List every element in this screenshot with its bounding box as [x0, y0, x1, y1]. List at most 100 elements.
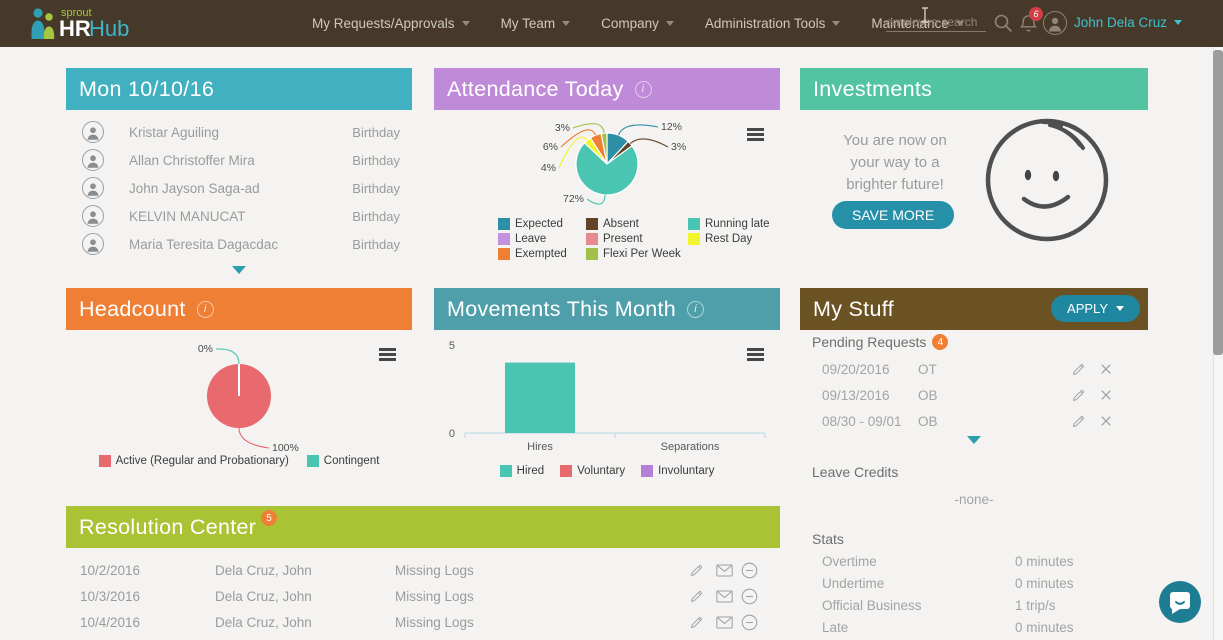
delete-icon[interactable]: [1100, 389, 1112, 401]
movements-bar-chart: 0 5 Hires Separations: [449, 340, 766, 453]
svg-text:4%: 4%: [541, 162, 556, 174]
menu-my-team[interactable]: My Team: [501, 16, 571, 31]
pending-request-row: 08/30 - 09/01 OB: [800, 408, 1148, 434]
user-avatar[interactable]: [1043, 11, 1067, 35]
menu-company[interactable]: Company: [601, 16, 674, 31]
card-title: Headcount: [79, 296, 186, 321]
legend-swatch: [688, 218, 700, 230]
leave-credits-value: -none-: [954, 492, 994, 507]
employee-search-input[interactable]: [886, 13, 986, 32]
legend-swatch: [98, 455, 111, 467]
notification-badge: 6: [1029, 7, 1043, 21]
attendance-pie-chart: 12% 3% 72% 4% 6% 3%: [541, 121, 686, 205]
stat-row: Late 0 minutes: [822, 619, 1074, 635]
investments-message: You are now on your way to a brighter fu…: [843, 132, 947, 193]
edit-icon[interactable]: [1071, 413, 1087, 429]
brand-sprout: sprout: [61, 7, 92, 19]
smiley-face-illustration: [985, 118, 1109, 242]
menu-my-requests[interactable]: My Requests/Approvals: [312, 16, 470, 31]
svg-text:6%: 6%: [543, 141, 558, 153]
chevron-down-icon: [562, 21, 571, 26]
chevron-down-icon: [832, 21, 841, 26]
chat-bubble-icon: [1170, 592, 1190, 614]
avatar-icon: [82, 233, 104, 255]
list-item: Maria Teresita Dagacdac Birthday: [66, 230, 412, 258]
card-movements: Movements This Month i 0 5 Hires Separation…: [434, 288, 780, 477]
my-stuff-card-header: My Stuff APPLY: [800, 288, 1148, 330]
svg-text:72%: 72%: [563, 193, 584, 205]
event-label: Birthday: [352, 124, 400, 140]
scrollbar-track[interactable]: [1213, 47, 1223, 640]
pending-request-row: 09/20/2016 OT: [800, 356, 1148, 382]
mail-icon[interactable]: [716, 590, 733, 603]
chart-menu-icon[interactable]: [747, 348, 764, 363]
legend-item: Rest Day: [688, 233, 770, 245]
legend-item: Involuntary: [641, 465, 714, 477]
resolution-count-badge: 5: [261, 510, 278, 526]
leave-credits-label: Leave Credits: [812, 464, 899, 480]
card-investments: Investments You are now on your way to a…: [800, 68, 1148, 268]
delete-icon[interactable]: [1100, 363, 1112, 375]
resolution-row: 10/2/2016 Dela Cruz, John Missing Logs: [66, 557, 780, 583]
legend-item: Exempted: [498, 248, 586, 260]
legend-item: Absent: [586, 218, 688, 230]
search-icon[interactable]: [993, 13, 1013, 38]
chevron-down-icon: [1116, 306, 1124, 311]
save-more-button[interactable]: SAVE MORE: [832, 201, 955, 229]
resolution-card-header: Resolution Center 5: [66, 506, 780, 548]
chart-menu-icon[interactable]: [379, 348, 396, 363]
scrollbar-thumb[interactable]: [1213, 50, 1223, 355]
dismiss-icon[interactable]: [741, 562, 758, 579]
headcount-pie-chart: 100% 0%: [198, 343, 299, 454]
info-icon[interactable]: i: [634, 80, 652, 98]
info-icon[interactable]: i: [687, 300, 705, 318]
legend-swatch: [498, 233, 510, 245]
legend-swatch: [688, 233, 700, 245]
dismiss-icon[interactable]: [741, 614, 758, 631]
movements-card-header: Movements This Month i: [434, 288, 780, 330]
menu-administration-tools[interactable]: Administration Tools: [705, 16, 841, 31]
edit-icon[interactable]: [689, 562, 705, 578]
pending-count-badge: 4: [932, 334, 949, 350]
card-title: Attendance Today: [447, 76, 624, 101]
hrhub-logo[interactable]: sprout HR Hub: [28, 3, 168, 43]
headcount-legend: Active (Regular and Probationary) Conting…: [66, 455, 412, 467]
legend-swatch: [306, 455, 319, 467]
list-item: John Jayson Saga-ad Birthday: [66, 174, 412, 202]
mail-icon[interactable]: [716, 616, 733, 629]
expand-more-arrow[interactable]: [232, 266, 246, 274]
legend-swatch: [641, 465, 654, 477]
svg-text:12%: 12%: [661, 121, 682, 133]
mail-icon[interactable]: [716, 564, 733, 577]
apply-button[interactable]: APPLY: [1051, 295, 1140, 322]
brand-hub: Hub: [89, 16, 129, 41]
info-icon[interactable]: i: [196, 300, 214, 318]
avatar-icon: [82, 121, 104, 143]
page-title: Mon 10/10/16: [79, 76, 215, 101]
card-resolution-center: Resolution Center 5 10/2/2016 Dela Cruz,…: [66, 506, 780, 635]
card-calendar: Mon 10/10/16 Kristar Aguiling Birthday A…: [66, 68, 412, 274]
user-menu[interactable]: John Dela Cruz: [1074, 15, 1183, 30]
investments-card-header: Investments: [800, 68, 1148, 110]
legend-item: Flexi Per Week: [586, 248, 688, 260]
event-label: Birthday: [352, 236, 400, 252]
card-title: Movements This Month: [447, 296, 677, 321]
card-title: Investments: [813, 76, 933, 101]
expand-more-arrow[interactable]: [967, 436, 981, 444]
edit-icon[interactable]: [1071, 387, 1087, 403]
svg-text:0%: 0%: [198, 343, 213, 355]
legend-item: Leave: [498, 233, 586, 245]
edit-icon[interactable]: [1071, 361, 1087, 377]
svg-text:0: 0: [449, 428, 455, 440]
calendar-card-header: Mon 10/10/16: [66, 68, 412, 110]
chat-widget-button[interactable]: [1159, 581, 1201, 623]
edit-icon[interactable]: [689, 614, 705, 630]
event-label: Birthday: [352, 208, 400, 224]
legend-item: Present: [586, 233, 688, 245]
delete-icon[interactable]: [1100, 415, 1112, 427]
chart-menu-icon[interactable]: [747, 128, 764, 143]
main-menu: My Requests/Approvals My Team Company Ad…: [312, 0, 964, 47]
legend-item: Running late: [688, 218, 770, 230]
edit-icon[interactable]: [689, 588, 705, 604]
dismiss-icon[interactable]: [741, 588, 758, 605]
